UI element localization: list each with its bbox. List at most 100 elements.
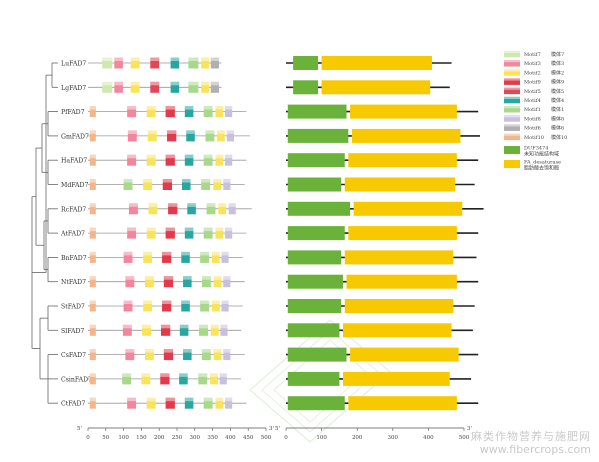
motif-highlight xyxy=(184,106,194,110)
motif-highlight xyxy=(201,349,211,353)
motif-block xyxy=(200,300,210,312)
domain-block xyxy=(348,226,457,241)
motif-block xyxy=(142,324,152,336)
motif-block xyxy=(127,397,137,409)
legend-label: Motif2 xyxy=(524,70,541,76)
domain-block xyxy=(344,299,454,313)
motif-block xyxy=(215,154,224,166)
motif-highlight xyxy=(125,349,135,353)
domain-block xyxy=(321,80,431,95)
motif-block xyxy=(188,57,199,69)
gene-name: AtFAD7 xyxy=(60,231,85,238)
motif-block xyxy=(213,349,222,361)
legend-label-zh: 未知功能结构域 xyxy=(524,151,559,158)
motif-highlight xyxy=(203,227,213,232)
gene-name: PfFAD7 xyxy=(61,109,85,116)
motif-block xyxy=(228,203,236,215)
motif-highlight xyxy=(130,81,140,86)
legend-swatch xyxy=(504,133,520,141)
motif-block xyxy=(223,179,231,190)
motif-highlight xyxy=(184,154,194,159)
domain-block xyxy=(287,177,342,192)
motif-block xyxy=(179,373,188,385)
motif-block xyxy=(201,349,211,361)
motif-highlight xyxy=(150,57,160,61)
motif-highlight xyxy=(170,57,180,61)
motif-block xyxy=(206,203,216,215)
motif-highlight xyxy=(215,154,224,159)
motif-block xyxy=(102,81,113,93)
motif-highlight xyxy=(89,179,96,183)
legend-swatch-highlight xyxy=(504,78,520,81)
motif-block xyxy=(168,203,178,215)
motif-block xyxy=(150,81,160,93)
motif-highlight xyxy=(162,251,172,256)
motif-highlight xyxy=(221,300,229,304)
motif-highlight xyxy=(213,349,222,353)
domain-block xyxy=(350,104,457,119)
motif-highlight xyxy=(211,251,220,256)
legend-label: Motif3 xyxy=(524,61,541,67)
motif-block xyxy=(213,179,222,190)
motif-block xyxy=(89,324,96,336)
motif-highlight xyxy=(89,397,96,402)
motif-highlight xyxy=(142,324,152,329)
motif-highlight xyxy=(89,349,96,353)
motif-block xyxy=(147,130,157,142)
motif-block xyxy=(165,397,175,409)
gene-name: HaFAD7 xyxy=(61,158,87,165)
motif-highlight xyxy=(127,106,137,110)
motif-axis-tick-label: 50 xyxy=(102,435,109,441)
domain-block xyxy=(348,153,457,168)
legend-label: Motif10 xyxy=(524,135,544,141)
motif-axis-tick-label: 100 xyxy=(118,435,129,441)
motif-block xyxy=(163,349,174,361)
motif-block xyxy=(89,106,96,118)
motif-axis-tick-label: 250 xyxy=(172,435,183,441)
motif-highlight xyxy=(89,130,96,134)
motif-highlight xyxy=(123,300,133,304)
domain-block xyxy=(287,396,345,411)
motif-block xyxy=(89,154,96,166)
motif-block xyxy=(203,106,213,118)
motif-highlight xyxy=(127,130,137,134)
motif-block xyxy=(128,203,138,215)
legend-swatch xyxy=(504,69,520,76)
gene-name: CsinFAD7 xyxy=(61,376,92,383)
motif-highlight xyxy=(125,276,135,280)
motif-block xyxy=(89,276,96,288)
motif-highlight xyxy=(201,81,210,86)
motif-highlight xyxy=(163,276,174,280)
motif-block xyxy=(146,154,156,166)
domain-axis-tick-label: 400 xyxy=(423,435,434,441)
legend-swatch-highlight xyxy=(504,124,520,127)
motif-block xyxy=(188,81,199,93)
motif-block xyxy=(187,203,196,215)
motif-block xyxy=(127,227,137,239)
legend-label-zh: 模体8 xyxy=(551,115,564,122)
domain-block xyxy=(287,201,351,216)
motif-highlight xyxy=(219,373,227,377)
legend-label-zh: 模体4 xyxy=(551,97,564,104)
motif-highlight xyxy=(200,300,210,304)
motif-block xyxy=(165,154,175,166)
motif-highlight xyxy=(144,349,154,353)
motif-block xyxy=(89,251,96,263)
motif-block xyxy=(170,57,180,69)
motif-block xyxy=(143,251,153,263)
motif-axis-tick-label: 150 xyxy=(136,435,147,441)
motif-highlight xyxy=(218,203,227,207)
gene-name: LgFAD7 xyxy=(61,85,86,92)
domain-block xyxy=(350,347,459,362)
gene-name: StFAD7 xyxy=(61,304,85,311)
motif-block xyxy=(127,154,137,166)
domain-block xyxy=(287,347,347,362)
motif-highlight xyxy=(146,397,156,402)
motif-block xyxy=(89,227,96,239)
motif-highlight xyxy=(215,397,224,402)
legend-swatch-highlight xyxy=(504,50,520,53)
domain-block xyxy=(293,56,319,70)
legend-label-zh: 模体7 xyxy=(551,51,564,58)
motif-block xyxy=(160,373,170,385)
motif-highlight xyxy=(160,373,170,377)
